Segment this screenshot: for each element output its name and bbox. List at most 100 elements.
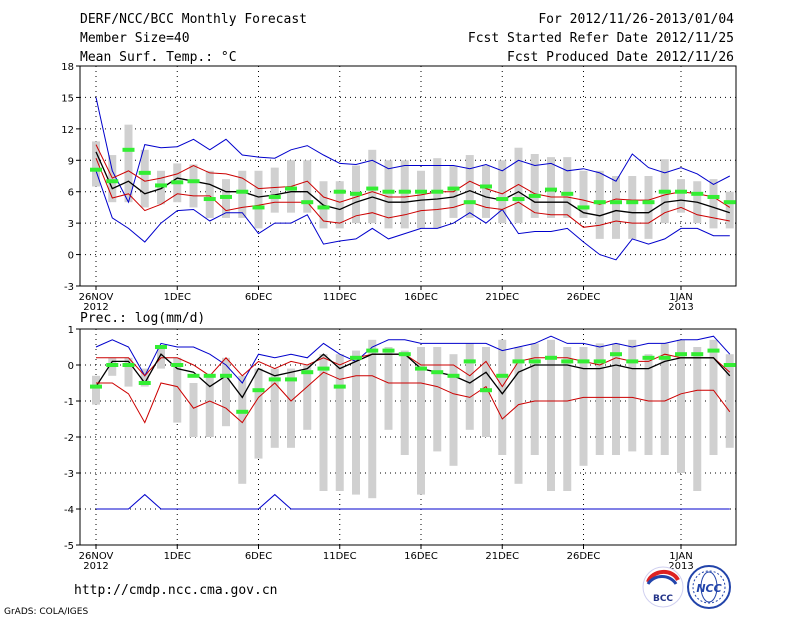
obs-marker [561,191,574,196]
spread-box [400,160,409,229]
obs-marker [512,359,525,364]
series-min-line [96,493,730,510]
obs-marker [528,193,541,198]
header-produced-date: Fcst Produced Date 2012/11/26 [507,50,734,65]
spread-box [465,155,474,218]
spread-box [563,347,572,491]
bcc-logo-text: BCC [653,594,673,604]
spread-box [157,170,165,205]
y-tick-label: 6 [68,188,74,199]
series-max-line [95,335,731,384]
obs-marker [366,348,379,353]
spread-box [303,160,312,213]
spread-box [725,354,734,448]
x-tick-label: 21DEC [485,292,519,303]
obs-marker [463,200,476,205]
obs-marker [317,366,330,371]
spread-box [449,354,458,466]
y-tick-label: 18 [61,62,74,73]
x-tick-label: 2012 [83,302,108,313]
obs-marker [317,205,330,210]
obs-marker [138,381,151,385]
spread-box [189,383,198,437]
spread-box [140,149,149,208]
series-max-line [95,97,731,204]
x-tick-label: 1JAN [669,551,692,562]
obs-marker [545,355,557,360]
obs-marker [236,409,249,414]
obs-marker [593,200,606,205]
x-tick-label: 26DEC [567,292,601,303]
spread-box [173,357,182,423]
spread-box [400,350,409,455]
spread-box [514,347,523,484]
y-tick-label: 3 [68,219,74,230]
spread-box [124,124,133,203]
spread-box [222,357,230,427]
series-p10-line [95,158,730,228]
spread-box [238,170,247,218]
spread-box [303,365,312,430]
plot-frame [79,65,737,287]
obs-marker [203,373,216,378]
x-tick-label: 11DEC [323,551,357,562]
spread-box [530,343,539,455]
spread-box [254,368,263,459]
series-p90-line [95,144,731,208]
x-tick-label: 2013 [668,302,693,313]
series-mean-line [95,151,731,217]
spread-box [612,176,620,239]
bcc-logo: BCC [642,566,684,608]
header-start-date: Fcst Started Refer Date 2012/11/25 [468,31,734,46]
obs-marker [691,191,704,196]
spread-box [287,368,295,448]
y-tick-label: -2 [64,433,74,444]
ncc-logo-text: NCC [696,582,721,595]
obs-marker [301,370,314,375]
obs-marker [691,352,704,357]
x-tick-label: 26NOV [79,292,114,303]
spread-box [514,147,523,224]
footer-url: http://cmdp.ncc.cma.gov.cn [74,583,278,598]
obs-marker [90,167,102,172]
obs-marker [350,191,362,196]
spread-box [677,339,685,473]
spread-box [124,357,133,387]
obs-marker [220,373,232,378]
obs-marker [366,186,379,191]
obs-marker [577,359,590,364]
obs-marker [626,200,639,205]
grads-credit: GrADS: COLA/IGES [4,607,88,617]
y-tick-label: 12 [61,125,74,136]
spread-box [498,160,507,224]
spread-box [384,160,393,229]
x-tick-label: 6DEC [245,292,272,303]
obs-marker [106,179,119,184]
spread-box [270,167,279,213]
x-tick-label: 2012 [83,561,108,572]
x-tick-label: 1DEC [164,551,191,562]
precip-title: Prec.: log(mm/d) [80,311,205,326]
spread-box [644,354,653,455]
obs-marker [333,384,346,389]
obs-marker [187,373,200,378]
spread-box [270,368,279,448]
spread-box [628,176,637,239]
spread-box [368,149,377,224]
spread-box [530,154,539,218]
y-tick-label: 1 [68,325,74,336]
x-tick-label: 11DEC [323,292,357,303]
obs-marker [658,189,671,194]
series-p10-line [96,371,731,424]
obs-marker [333,189,346,194]
spread-box [693,347,702,491]
spread-box [335,354,344,491]
obs-marker [285,186,297,191]
ncc-logo: NCC [687,565,731,609]
obs-marker [577,205,590,210]
y-tick-label: 0 [68,251,74,262]
spread-box [368,339,377,499]
spread-box [205,375,214,437]
